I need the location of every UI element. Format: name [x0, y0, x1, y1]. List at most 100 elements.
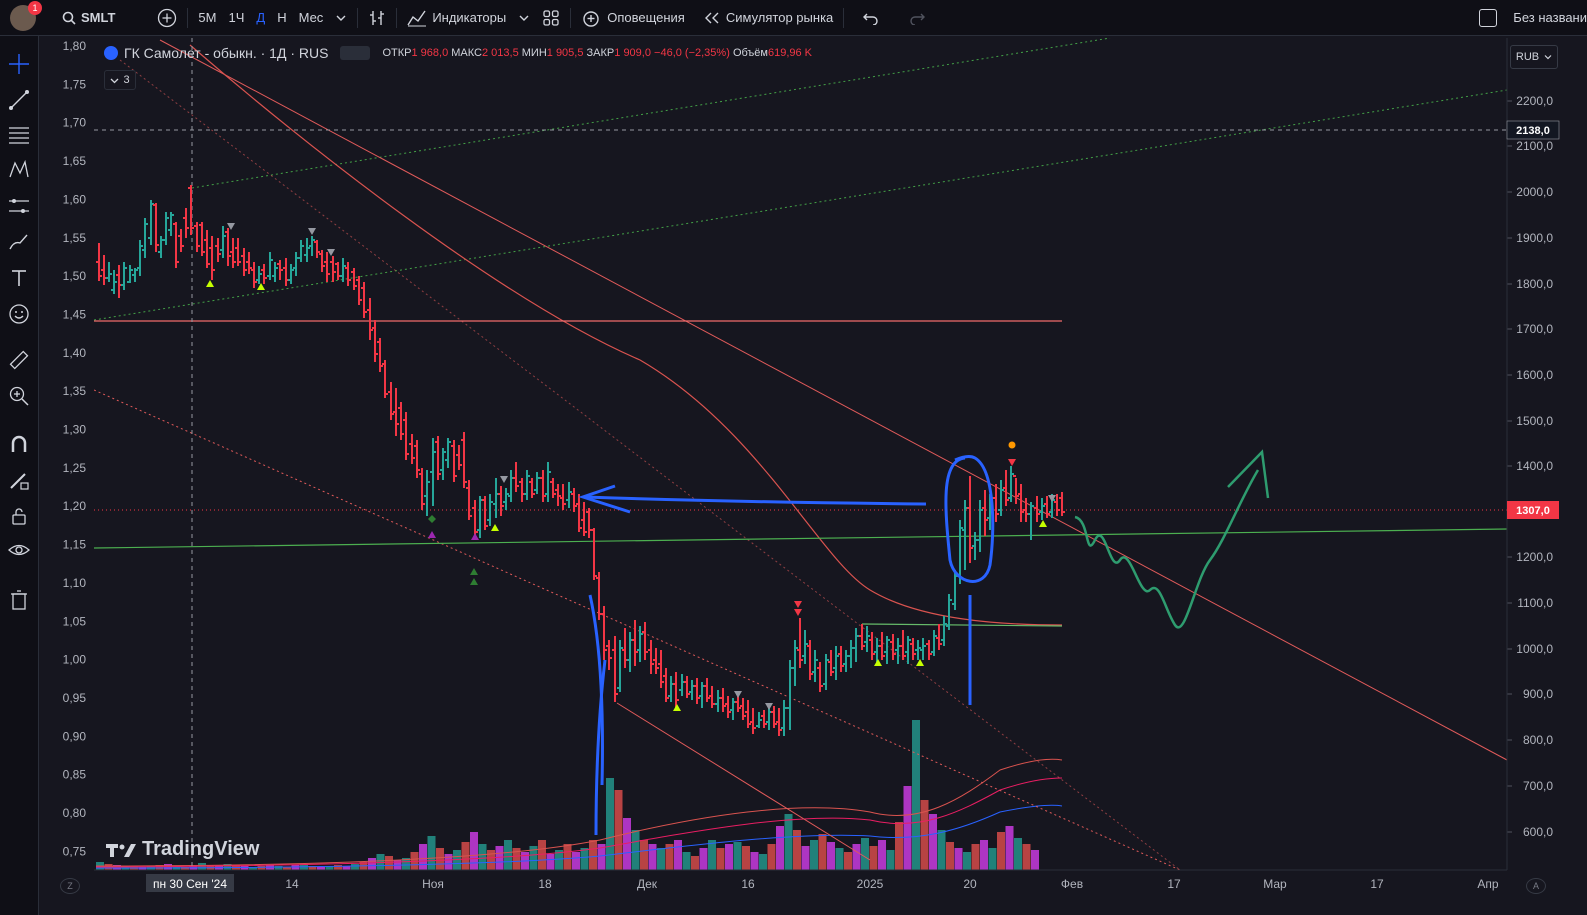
ohlc-bar	[424, 470, 430, 516]
ohlc-bar	[309, 236, 315, 256]
ohlc-bar	[304, 238, 310, 262]
chart-type-button[interactable]	[362, 0, 392, 35]
plus-circle-icon	[158, 8, 177, 27]
right-price-axis[interactable]: 2200,0 2100,0 2000,0 1900,0 1800,0 1700,0 1600…	[1506, 38, 1553, 870]
alerts-button[interactable]: Оповещения	[575, 0, 691, 35]
green-forecast-path[interactable]	[1074, 469, 1260, 629]
volume-bar	[869, 846, 878, 870]
ohlc-bar	[920, 638, 926, 660]
ohlc-bar	[761, 710, 767, 728]
volume-bar	[886, 850, 895, 870]
blue-ellipse[interactable]	[944, 455, 995, 583]
remove-drawings[interactable]	[5, 586, 33, 614]
volume-bar	[1014, 838, 1022, 870]
crosshair-tool[interactable]	[5, 50, 33, 78]
avatar[interactable]: 1	[10, 0, 42, 31]
hide-drawings[interactable]	[5, 536, 33, 564]
user-menu[interactable]: 1	[0, 0, 42, 35]
ohlc-bar	[884, 636, 890, 664]
templates-button[interactable]	[536, 0, 566, 35]
blue-vertical-line[interactable]	[594, 659, 607, 836]
diamond-marker	[428, 515, 436, 523]
volume-bar	[478, 844, 487, 870]
layout-checkbox[interactable]	[1479, 8, 1498, 27]
currency-selector[interactable]: RUB	[1510, 45, 1558, 69]
interval-dropdown[interactable]	[329, 0, 353, 35]
trend-line[interactable]	[191, 38, 1111, 189]
divider	[843, 7, 845, 28]
forecast-tool[interactable]	[5, 192, 33, 220]
interval-1d[interactable]: Д	[250, 0, 271, 35]
volume-bar	[572, 852, 580, 870]
ohlc-bar	[576, 494, 582, 532]
green-arrow-head[interactable]	[1227, 449, 1270, 499]
interval-5m[interactable]: 5М	[192, 0, 222, 35]
rewind-icon	[704, 12, 719, 23]
indicators-button[interactable]: Индикаторы	[401, 0, 512, 35]
symbol-search[interactable]: SMLT	[56, 0, 121, 35]
time-axis-tick: Ноя	[422, 877, 444, 891]
blue-arrow-head[interactable]	[578, 484, 631, 514]
trend-line[interactable]	[94, 389, 1181, 870]
blue-arrow-line[interactable]	[584, 495, 927, 506]
pattern-tool[interactable]	[5, 156, 33, 184]
ohlc-bar	[931, 630, 937, 656]
indicators-dropdown[interactable]	[512, 0, 536, 35]
ohlc-bar	[440, 448, 446, 480]
brush-tool[interactable]	[5, 228, 33, 256]
left-price-axis[interactable]: 1,80 1,75 1,70 1,65 1,60 1,55 1,50 1,45 1,40 1,35…	[63, 39, 87, 858]
right-axis-tick: 600,0	[1523, 825, 1553, 839]
ohlc-bar	[946, 594, 952, 630]
interval-1h[interactable]: 1Ч	[222, 0, 250, 35]
layout-name-button[interactable]: Без названи	[1473, 0, 1587, 35]
compare-button[interactable]	[151, 0, 183, 35]
volume-bar	[283, 867, 291, 870]
trend-line[interactable]	[159, 39, 1507, 761]
replay-button[interactable]: Симулятор рынка	[697, 0, 839, 35]
interval-1w[interactable]: Н	[271, 0, 292, 35]
series-title[interactable]: ГК Самолет - обыкн. · 1Д · RUS	[124, 45, 329, 61]
timezone-button[interactable]: Z	[60, 878, 80, 894]
text-tool[interactable]	[5, 264, 33, 292]
support-line[interactable]	[94, 528, 1507, 549]
trend-line[interactable]	[94, 89, 1507, 321]
buy-signal-marker	[673, 704, 681, 711]
magnet-tool[interactable]	[5, 430, 33, 458]
volume-ma	[95, 758, 1063, 867]
lock-drawings[interactable]	[5, 502, 33, 530]
ohlc-bar	[235, 238, 241, 266]
undo-button[interactable]	[856, 0, 886, 35]
horizontal-line[interactable]	[861, 623, 1063, 627]
sell-signal-marker	[308, 228, 316, 235]
buy-signal-marker	[470, 568, 478, 575]
zoom-tool[interactable]	[5, 382, 33, 410]
tradingview-logo[interactable]: TradingView	[106, 838, 259, 861]
volume-bar	[308, 866, 317, 870]
redo-button[interactable]	[902, 0, 932, 35]
undo-icon	[863, 13, 878, 25]
bars-chart-icon	[370, 10, 385, 25]
blue-vertical-line[interactable]	[588, 594, 604, 786]
trend-line-tool[interactable]	[5, 86, 33, 114]
fib-tool[interactable]	[5, 120, 33, 148]
right-axis-tick: 2200,0	[1516, 94, 1553, 108]
ohlc-bar	[941, 616, 947, 646]
auto-scale-button[interactable]: A	[1526, 878, 1546, 894]
time-axis[interactable]: пн 30 Сен '24 14 Ноя 18 Дек 16 2025 20 Фев 17 Мар 1…	[94, 869, 1507, 892]
interval-1mo[interactable]: Мес	[293, 0, 330, 35]
volume-bar	[946, 842, 954, 870]
trend-line[interactable]	[616, 702, 871, 861]
trend-line[interactable]	[119, 59, 1181, 870]
ruler-tool[interactable]	[5, 346, 33, 374]
legend-collapse-button[interactable]: 3	[104, 70, 136, 90]
visibility-toggle[interactable]	[340, 46, 371, 60]
indicators-label: Индикаторы	[432, 10, 507, 25]
exchange-logo-icon	[104, 46, 118, 60]
volume-bar	[776, 826, 784, 870]
emoji-tool[interactable]	[5, 300, 33, 328]
ohlc-bar	[204, 230, 210, 268]
volume-bar	[682, 852, 691, 870]
ohlc-bar	[581, 502, 587, 536]
stay-in-drawing-mode[interactable]	[5, 466, 33, 494]
